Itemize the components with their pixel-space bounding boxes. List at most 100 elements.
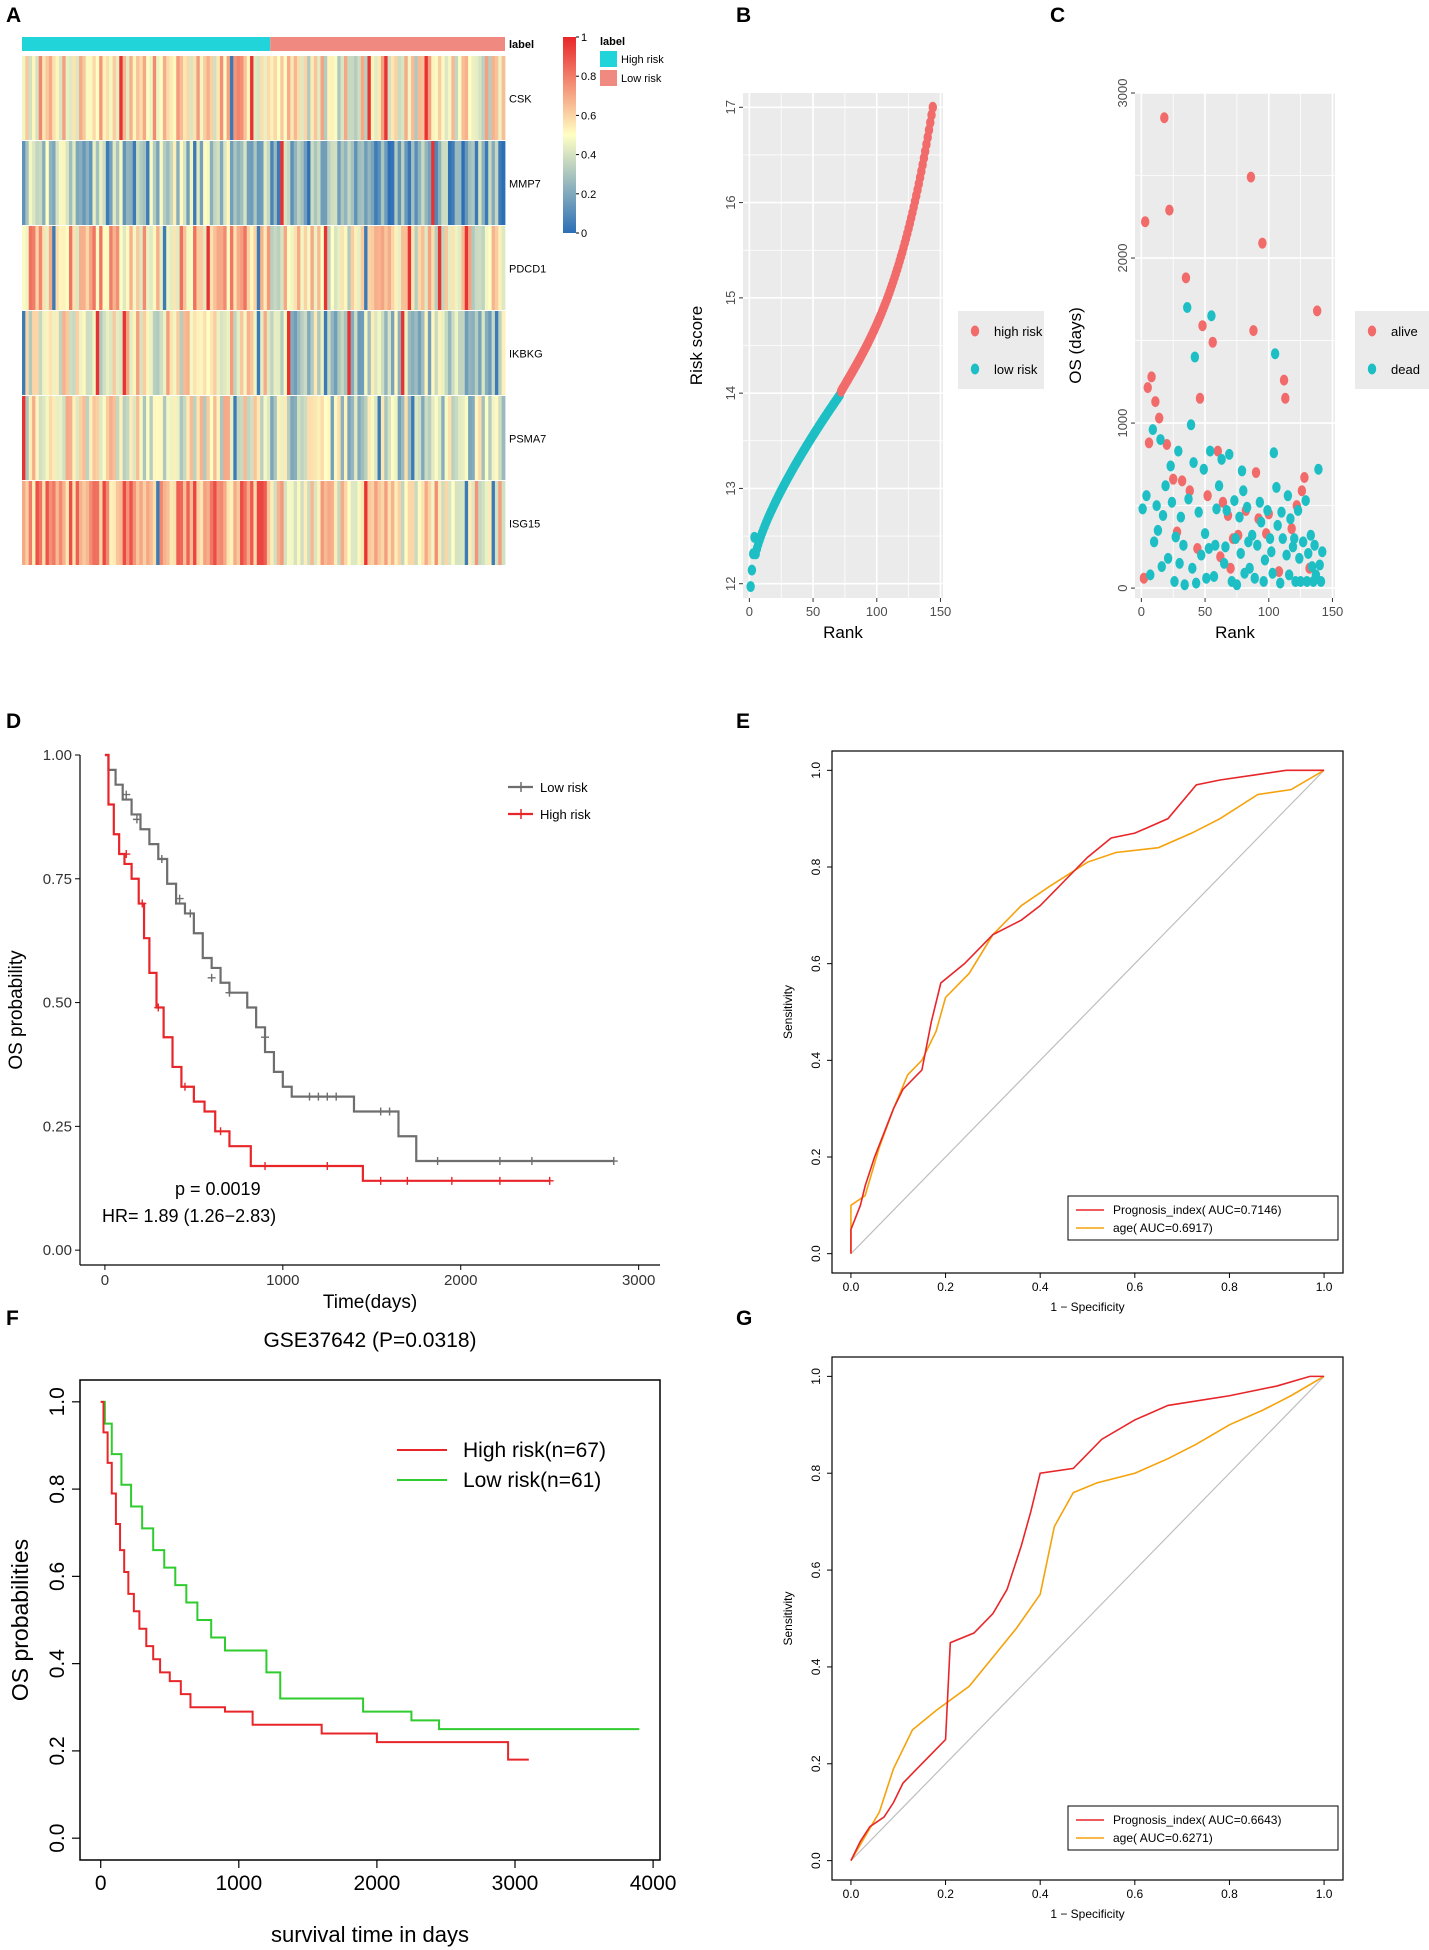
heatmap-cell: [89, 396, 93, 480]
censor-mark: [216, 1127, 225, 1136]
heatmap-cell: [401, 481, 405, 565]
heatmap-cell: [387, 226, 392, 310]
heatmap-cell: [136, 226, 140, 310]
heatmap-cell: [92, 481, 97, 565]
heatmap-cell: [213, 396, 217, 480]
heatmap-cell: [344, 396, 348, 480]
heatmap-cell: [451, 56, 456, 140]
heatmap-cell: [68, 396, 73, 480]
heatmap-cell: [290, 226, 295, 310]
heatmap-cell: [310, 396, 315, 480]
heatmap-cell: [350, 481, 355, 565]
heatmap-cell: [129, 481, 134, 565]
heatmap-cell: [330, 311, 335, 395]
heatmap-cell: [240, 396, 244, 480]
heatmap-cell: [360, 396, 365, 480]
legend-label: Prognosis_index( AUC=0.7146): [1113, 1203, 1281, 1217]
heatmap-cell: [32, 311, 36, 395]
legend-swatch-low-risk: [600, 70, 617, 86]
x-tick-label: 100: [866, 604, 888, 619]
heatmap-cell: [25, 311, 30, 395]
heatmap-cell: [474, 481, 479, 565]
x-tick-label: 0.8: [1221, 1887, 1238, 1901]
heatmap-cell: [55, 56, 60, 140]
heatmap-cell: [498, 311, 503, 395]
heatmap-cell: [458, 141, 462, 225]
heatmap-cell: [300, 481, 305, 565]
heatmap-cell: [451, 311, 456, 395]
y-tick-label: 0.6: [46, 1562, 69, 1591]
heatmap-cell: [401, 226, 405, 310]
dead-point: [1170, 575, 1179, 587]
heatmap-cell: [189, 481, 194, 565]
heatmap-cell: [146, 226, 150, 310]
heatmap-cell: [478, 481, 482, 565]
heatmap-cell: [471, 481, 476, 565]
heatmap-cell: [223, 396, 228, 480]
heatmap-cell: [122, 311, 127, 395]
heatmap-cell: [401, 56, 405, 140]
heatmap-cell: [139, 226, 144, 310]
y-axis-title: OS probabilities: [7, 1539, 33, 1701]
heatmap-cell: [45, 311, 50, 395]
heatmap-cell: [286, 481, 291, 565]
heatmap-cell: [347, 56, 352, 140]
heatmap-cell: [176, 226, 181, 310]
censor-mark: [180, 1082, 189, 1091]
heatmap-cell: [283, 56, 288, 140]
heatmap-cell: [122, 481, 127, 565]
heatmap-cell: [461, 141, 466, 225]
heatmap-cell: [99, 56, 103, 140]
dead-point: [1183, 302, 1192, 314]
heatmap-cell: [193, 396, 197, 480]
heatmap-cell: [179, 226, 184, 310]
heatmap-cell: [313, 311, 318, 395]
x-tick-label: 3000: [622, 1272, 655, 1289]
heatmap-cell: [236, 141, 241, 225]
x-tick-label: 0: [95, 1872, 107, 1895]
heatmap-cell: [397, 56, 402, 140]
heatmap-cell: [250, 481, 254, 565]
dead-point: [1176, 511, 1186, 523]
heatmap-cell: [498, 141, 503, 225]
heatmap-cell: [119, 481, 124, 565]
heatmap-cell: [421, 226, 425, 310]
dead-point: [1293, 505, 1303, 517]
censor-mark: [332, 1092, 341, 1101]
heatmap-cell: [186, 226, 191, 310]
heatmap-cell: [243, 481, 248, 565]
heatmap-cell: [437, 481, 442, 565]
heatmap-cell: [112, 141, 117, 225]
heatmap-cell: [146, 56, 150, 140]
legend-label: age( AUC=0.6271): [1113, 1831, 1213, 1845]
heatmap-cell: [92, 56, 97, 140]
heatmap-cell: [266, 396, 271, 480]
heatmap-cell: [152, 396, 157, 480]
heatmap-cell: [166, 226, 170, 310]
heatmap-cell: [354, 141, 358, 225]
heatmap-cell: [417, 226, 422, 310]
heatmap-cell: [498, 56, 503, 140]
heatmap-cell: [112, 311, 117, 395]
heatmap-cell: [159, 311, 164, 395]
colorbar: [563, 37, 576, 233]
heatmap-cell: [387, 481, 392, 565]
dead-point: [1277, 506, 1286, 518]
heatmap-cell: [28, 481, 33, 565]
heatmap-cell: [125, 226, 130, 310]
heatmap-cell: [494, 226, 499, 310]
heatmap-cell: [250, 396, 254, 480]
dead-point: [1222, 505, 1231, 517]
heatmap-cell: [323, 311, 328, 395]
heatmap-cell: [226, 141, 231, 225]
heatmap-cell: [407, 481, 412, 565]
heatmap-cell: [139, 311, 144, 395]
heatmap-cell: [132, 56, 137, 140]
heatmap-cell: [344, 56, 348, 140]
panel-label-b: B: [736, 4, 751, 27]
heatmap-cell: [374, 56, 378, 140]
heatmap-cell: [501, 481, 506, 565]
heatmap-cell: [25, 56, 30, 140]
heatmap-cell: [468, 56, 472, 140]
heatmap-cell: [280, 141, 285, 225]
